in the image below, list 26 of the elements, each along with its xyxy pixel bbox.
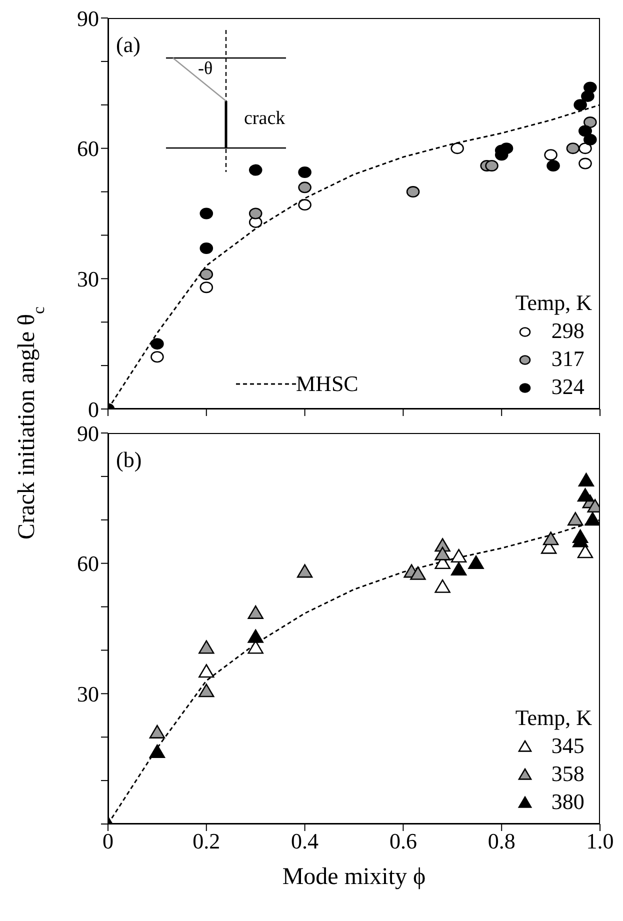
legend-label: 317 bbox=[551, 345, 584, 373]
legend-label: 324 bbox=[551, 373, 584, 401]
x-tick-label: 0.6 bbox=[389, 828, 417, 854]
x-tick-label: 0.4 bbox=[291, 828, 319, 854]
x-axis-title: Mode mixity ϕ bbox=[281, 864, 427, 891]
y-tick-label: 30 bbox=[77, 266, 99, 292]
legend-label: MHSC bbox=[296, 371, 358, 397]
legend-label: 358 bbox=[551, 760, 584, 788]
annotation: (b) bbox=[116, 447, 142, 473]
legend-label: 380 bbox=[551, 788, 584, 816]
y-tick-label: 0 bbox=[88, 396, 99, 422]
y-tick-label: 60 bbox=[77, 136, 99, 162]
y-tick-label: 90 bbox=[77, 6, 99, 31]
y-tick-label: 30 bbox=[77, 681, 99, 706]
legend-label: 298 bbox=[551, 317, 584, 345]
legend-title: Temp, K bbox=[515, 704, 592, 732]
y-tick-label: 90 bbox=[77, 420, 99, 446]
annotation: -θ bbox=[198, 58, 213, 79]
annotation: crack bbox=[244, 108, 286, 130]
annotation: (a) bbox=[116, 32, 140, 58]
x-tick-label: 0.8 bbox=[488, 828, 516, 854]
y-tick-label: 60 bbox=[77, 551, 99, 576]
legend-title: Temp, K bbox=[515, 289, 592, 317]
legend-label: 345 bbox=[551, 732, 584, 760]
x-tick-label: 0.2 bbox=[192, 828, 220, 854]
x-tick-label: 1.0 bbox=[586, 828, 614, 854]
